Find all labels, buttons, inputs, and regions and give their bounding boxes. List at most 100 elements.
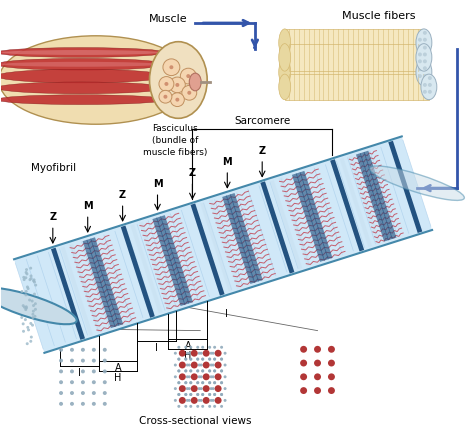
Ellipse shape [208, 346, 211, 349]
Ellipse shape [179, 397, 186, 404]
Ellipse shape [279, 74, 291, 100]
Ellipse shape [423, 52, 427, 57]
Ellipse shape [220, 381, 223, 384]
Ellipse shape [164, 95, 167, 99]
Ellipse shape [27, 287, 30, 290]
Ellipse shape [25, 271, 27, 274]
Text: Z: Z [49, 212, 56, 222]
Text: M: M [153, 179, 162, 189]
Ellipse shape [184, 381, 187, 384]
Ellipse shape [416, 29, 432, 57]
Ellipse shape [428, 90, 432, 94]
Ellipse shape [201, 369, 204, 372]
Ellipse shape [208, 405, 211, 408]
Ellipse shape [198, 399, 201, 402]
Ellipse shape [70, 348, 74, 352]
Ellipse shape [92, 380, 96, 384]
Text: Z: Z [119, 190, 126, 200]
Ellipse shape [200, 375, 203, 378]
Ellipse shape [189, 73, 201, 91]
Ellipse shape [92, 348, 96, 352]
Ellipse shape [224, 352, 227, 355]
Ellipse shape [22, 330, 25, 333]
Ellipse shape [163, 59, 180, 76]
Ellipse shape [25, 305, 28, 308]
Text: Muscle fibers: Muscle fibers [342, 11, 416, 21]
Bar [285, 74, 429, 100]
Ellipse shape [31, 316, 35, 319]
Ellipse shape [34, 302, 37, 305]
Ellipse shape [213, 393, 216, 396]
Ellipse shape [416, 58, 432, 86]
Ellipse shape [423, 45, 427, 49]
Ellipse shape [220, 393, 223, 396]
Ellipse shape [200, 387, 203, 390]
Ellipse shape [177, 358, 180, 361]
Ellipse shape [175, 83, 179, 87]
Ellipse shape [208, 369, 211, 372]
Ellipse shape [81, 391, 85, 395]
Ellipse shape [208, 381, 211, 384]
Ellipse shape [33, 278, 36, 281]
Ellipse shape [59, 359, 63, 363]
Ellipse shape [20, 290, 24, 293]
Ellipse shape [224, 399, 227, 402]
Ellipse shape [59, 391, 63, 395]
Ellipse shape [201, 393, 204, 396]
Bar [285, 44, 424, 71]
Ellipse shape [32, 310, 35, 313]
Ellipse shape [201, 405, 204, 408]
Ellipse shape [200, 352, 203, 355]
Ellipse shape [103, 391, 107, 395]
Ellipse shape [188, 375, 191, 378]
Ellipse shape [177, 393, 180, 396]
Ellipse shape [81, 402, 85, 406]
Ellipse shape [177, 381, 180, 384]
Ellipse shape [212, 399, 215, 402]
Ellipse shape [92, 391, 96, 395]
Ellipse shape [184, 358, 187, 361]
Ellipse shape [29, 267, 32, 270]
Ellipse shape [196, 369, 199, 372]
Ellipse shape [184, 346, 187, 349]
Ellipse shape [22, 304, 25, 307]
Ellipse shape [314, 373, 321, 380]
Ellipse shape [103, 402, 107, 406]
Ellipse shape [196, 358, 199, 361]
Ellipse shape [224, 387, 227, 390]
Ellipse shape [212, 387, 215, 390]
Ellipse shape [159, 91, 172, 103]
Ellipse shape [31, 324, 34, 326]
Ellipse shape [179, 373, 186, 380]
Ellipse shape [30, 335, 33, 338]
Ellipse shape [27, 328, 30, 331]
Ellipse shape [423, 51, 427, 55]
Ellipse shape [1, 50, 161, 55]
Ellipse shape [174, 399, 177, 402]
Text: I: I [225, 308, 228, 319]
Ellipse shape [201, 358, 204, 361]
Text: Z: Z [189, 168, 196, 178]
Ellipse shape [26, 272, 28, 275]
Ellipse shape [189, 405, 192, 408]
Ellipse shape [33, 293, 36, 296]
Ellipse shape [210, 399, 213, 402]
Ellipse shape [28, 299, 31, 302]
Ellipse shape [201, 369, 204, 372]
Text: Z: Z [259, 146, 266, 156]
Ellipse shape [215, 385, 221, 392]
Ellipse shape [196, 346, 199, 349]
Ellipse shape [22, 322, 25, 325]
Ellipse shape [187, 91, 191, 95]
Ellipse shape [423, 90, 427, 94]
Ellipse shape [170, 93, 184, 106]
Ellipse shape [59, 369, 63, 373]
Ellipse shape [213, 346, 216, 349]
Ellipse shape [184, 405, 187, 408]
Ellipse shape [174, 387, 177, 390]
Ellipse shape [188, 387, 191, 390]
Ellipse shape [186, 399, 189, 402]
Ellipse shape [59, 402, 63, 406]
Ellipse shape [189, 381, 192, 384]
Ellipse shape [213, 393, 216, 396]
